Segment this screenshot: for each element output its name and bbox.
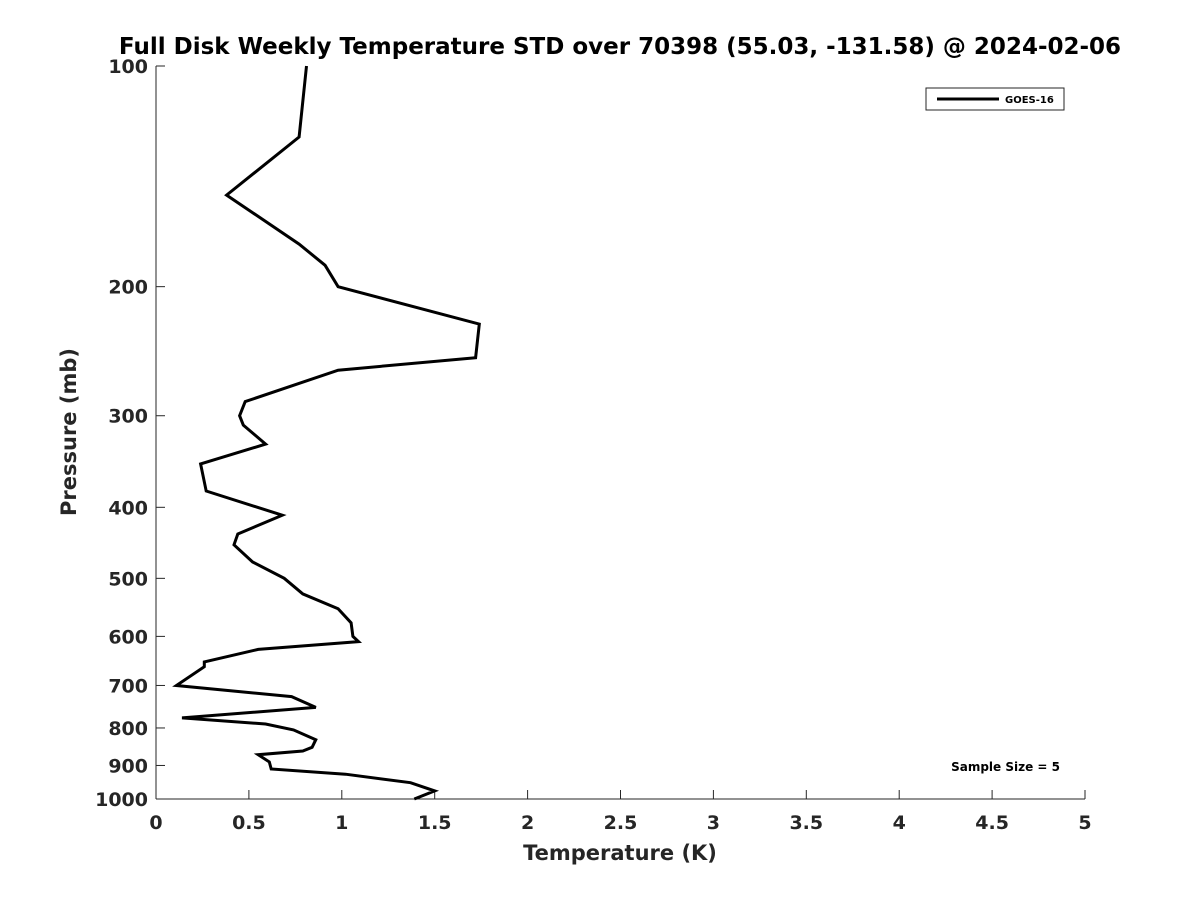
y-tick-label: 900 (108, 755, 148, 777)
x-tick-label: 1 (335, 812, 348, 834)
y-tick-label: 300 (108, 406, 148, 428)
legend: GOES-16 (925, 87, 1065, 111)
y-axis-label: Pressure (mb) (57, 348, 81, 516)
x-tick-label: 0 (149, 812, 162, 834)
y-tick-label: 100 (108, 56, 148, 78)
x-tick-label: 2.5 (604, 812, 638, 834)
x-tick-label: 3 (707, 812, 720, 834)
x-tick-label: 4 (893, 812, 906, 834)
x-tick-label: 5 (1078, 812, 1091, 834)
legend-label: GOES-16 (1005, 95, 1054, 106)
series-layer (172, 65, 481, 801)
y-axis-ticks: 100 200 300 400 500 600 700 800 900 1000 (95, 56, 165, 811)
series-line (172, 65, 481, 801)
x-tick-label: 4.5 (975, 812, 1009, 834)
x-tick-label: 2 (521, 812, 534, 834)
x-axis-label: Temperature (K) (523, 841, 717, 865)
y-tick-label: 600 (108, 626, 148, 648)
sample-size-annotation: Sample Size = 5 (951, 760, 1060, 774)
y-tick-label: 800 (108, 718, 148, 740)
y-tick-label: 400 (108, 497, 148, 519)
x-tick-label: 0.5 (232, 812, 266, 834)
y-tick-label: 500 (108, 568, 148, 590)
y-tick-label: 700 (108, 675, 148, 697)
x-tick-label: 3.5 (789, 812, 823, 834)
y-tick-label: 200 (108, 277, 148, 299)
x-axis-ticks: 0 0.5 1 1.5 2 2.5 3 3.5 4 4.5 5 (149, 790, 1092, 834)
y-tick-label: 1000 (95, 789, 148, 811)
chart-title: Full Disk Weekly Temperature STD over 70… (119, 34, 1121, 60)
x-tick-label: 1.5 (418, 812, 452, 834)
